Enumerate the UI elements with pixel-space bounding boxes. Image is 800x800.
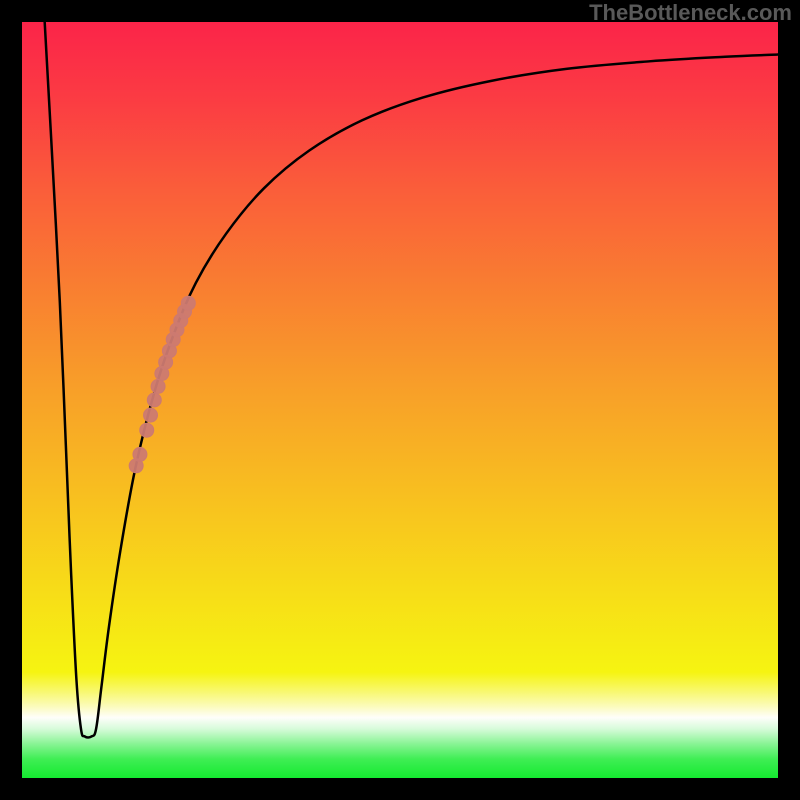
watermark-text: TheBottleneck.com: [589, 0, 792, 26]
data-marker: [181, 296, 195, 310]
data-marker: [133, 447, 147, 461]
data-marker: [147, 393, 161, 407]
chart-svg: [22, 22, 778, 778]
data-marker: [151, 379, 165, 393]
data-marker: [144, 408, 158, 422]
data-marker: [140, 423, 154, 437]
plot-area: [22, 22, 778, 778]
figure-frame: TheBottleneck.com: [0, 0, 800, 800]
gradient-background: [22, 22, 778, 778]
